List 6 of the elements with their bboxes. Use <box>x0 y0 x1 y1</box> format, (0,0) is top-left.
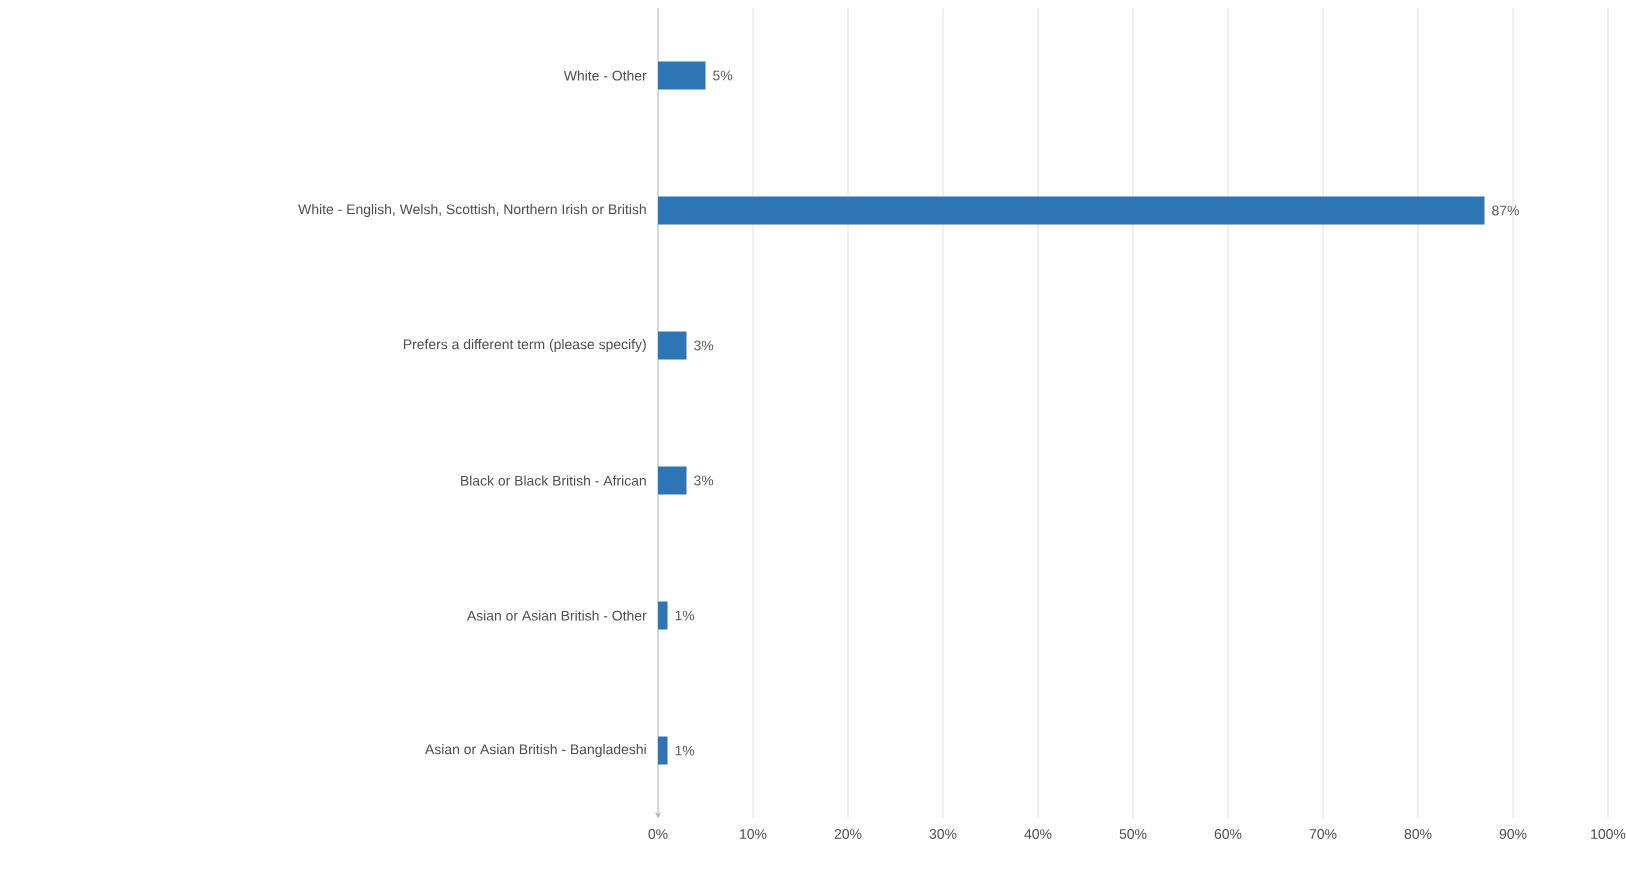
bar <box>658 736 668 765</box>
bar <box>658 466 687 495</box>
bar <box>658 331 687 360</box>
bar <box>658 196 1485 225</box>
bar <box>658 601 668 630</box>
bar <box>658 61 706 90</box>
